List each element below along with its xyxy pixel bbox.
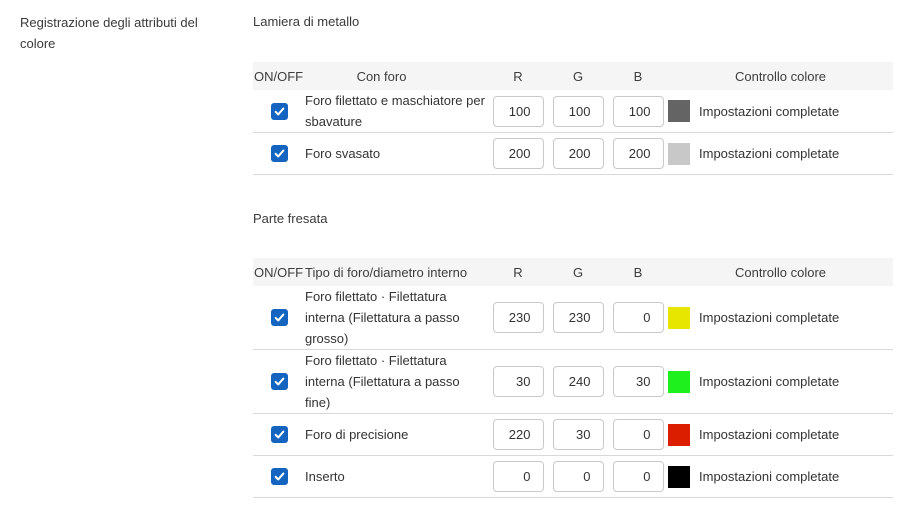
row-label: Foro svasato — [305, 146, 381, 161]
onoff-checkbox[interactable] — [270, 468, 288, 485]
status-text: Impostazioni completate — [699, 310, 840, 325]
status-text: Impostazioni completate — [699, 427, 840, 442]
g-input[interactable] — [552, 366, 604, 397]
table-header-row: ON/OFF Con foro R G B Controllo colore — [253, 62, 893, 90]
col-header-hole-type: Tipo di foro/diametro interno — [305, 264, 468, 280]
col-header-color-check: Controllo colore — [734, 68, 827, 84]
color-swatch — [668, 465, 690, 488]
section-title-milled-part: Parte fresata — [253, 211, 328, 226]
status-text: Impostazioni completate — [699, 103, 840, 119]
g-input[interactable] — [552, 461, 604, 492]
row-label: Foro filettato · Filettatura interna (Fi… — [305, 353, 460, 410]
check-icon — [274, 430, 284, 439]
col-header-b: B — [633, 264, 643, 280]
check-icon — [274, 313, 284, 322]
b-input[interactable] — [612, 419, 664, 450]
color-attribute-row: Foro di precisione Impostazioni completa… — [253, 414, 893, 456]
b-input[interactable] — [612, 95, 664, 127]
color-swatch — [668, 306, 690, 329]
col-header-g: G — [572, 264, 584, 280]
r-input[interactable] — [492, 419, 544, 450]
color-attribute-row: Foro filettato · Filettatura interna (Fi… — [253, 286, 893, 350]
color-attribute-row: Foro filettato · Filettatura interna (Fi… — [253, 350, 893, 414]
g-input[interactable] — [552, 95, 604, 127]
row-label: Foro filettato · Filettatura interna (Fi… — [305, 289, 460, 346]
check-icon — [274, 149, 284, 158]
onoff-checkbox[interactable] — [270, 102, 288, 120]
row-label: Inserto — [305, 469, 345, 484]
status-text: Impostazioni completate — [699, 146, 840, 161]
r-input[interactable] — [492, 138, 544, 169]
onoff-checkbox[interactable] — [270, 373, 288, 390]
color-swatch — [668, 423, 690, 446]
col-header-r: R — [513, 264, 523, 280]
status-text: Impostazioni completate — [699, 469, 840, 484]
row-label: Foro di precisione — [305, 427, 409, 442]
col-header-hole-type: Con foro — [356, 68, 407, 84]
color-attribute-row: Inserto Impostazioni completate — [253, 456, 893, 498]
col-header-r: R — [513, 68, 523, 84]
table-header-row: ON/OFF Tipo di foro/diametro interno R G… — [253, 258, 893, 286]
color-swatch — [668, 370, 690, 393]
col-header-onoff: ON/OFF — [254, 264, 304, 280]
color-attribute-row: Foro filettato e maschiatore per sbavatu… — [253, 90, 893, 133]
r-input[interactable] — [492, 461, 544, 492]
g-input[interactable] — [552, 302, 604, 333]
r-input[interactable] — [492, 95, 544, 127]
status-text: Impostazioni completate — [699, 374, 840, 389]
r-input[interactable] — [492, 366, 544, 397]
g-input[interactable] — [552, 138, 604, 169]
section-title-sheet-metal: Lamiera di metallo — [253, 14, 360, 29]
b-input[interactable] — [612, 138, 664, 169]
col-header-onoff: ON/OFF — [254, 68, 304, 84]
b-input[interactable] — [612, 461, 664, 492]
check-icon — [274, 377, 284, 386]
r-input[interactable] — [492, 302, 544, 333]
b-input[interactable] — [612, 302, 664, 333]
onoff-checkbox[interactable] — [270, 309, 288, 326]
check-icon — [274, 107, 284, 115]
settings-group-label: Registrazione degli attributi del colore — [20, 15, 198, 51]
onoff-checkbox[interactable] — [270, 145, 288, 162]
col-header-b: B — [633, 68, 643, 84]
row-label: Foro filettato e maschiatore per sbavatu… — [305, 93, 485, 129]
col-header-g: G — [572, 68, 584, 84]
b-input[interactable] — [612, 366, 664, 397]
color-attributes-panel: Lamiera di metallo ON/OFF Con foro R G B… — [253, 0, 893, 498]
color-attribute-row: Foro svasato Impostazioni completate — [253, 133, 893, 175]
g-input[interactable] — [552, 419, 604, 450]
milled-part-table: ON/OFF Tipo di foro/diametro interno R G… — [253, 258, 893, 498]
sheet-metal-table: ON/OFF Con foro R G B Controllo colore F… — [253, 62, 893, 175]
color-swatch — [668, 100, 690, 122]
col-header-color-check: Controllo colore — [734, 264, 827, 280]
onoff-checkbox[interactable] — [270, 426, 288, 443]
color-swatch — [668, 142, 690, 165]
check-icon — [274, 472, 284, 481]
